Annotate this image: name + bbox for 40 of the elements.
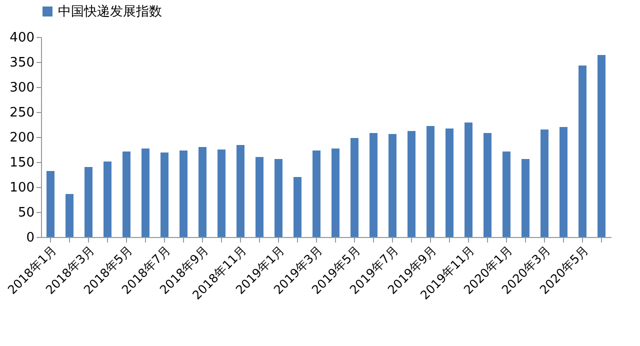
bar (294, 177, 302, 237)
bar (540, 130, 548, 237)
bar (598, 55, 606, 237)
y-tick-label: 350 (10, 56, 34, 70)
bar (522, 159, 530, 237)
bar (142, 148, 150, 237)
bar (218, 150, 226, 237)
bar (484, 133, 492, 237)
bar (312, 150, 320, 237)
bar (388, 134, 396, 237)
bar (332, 148, 340, 237)
y-tick-label: 200 (10, 130, 34, 146)
bar (560, 127, 568, 237)
bar (104, 162, 112, 237)
y-tick-label: 0 (26, 230, 34, 246)
y-tick-label: 50 (18, 206, 34, 220)
bar (350, 138, 358, 237)
y-tick-label: 250 (10, 106, 34, 120)
bar (46, 171, 54, 237)
bar (502, 152, 510, 237)
bar (578, 66, 586, 237)
bar (180, 150, 188, 237)
bar (426, 126, 434, 237)
bar (236, 145, 244, 237)
bar (408, 131, 416, 237)
bar (464, 122, 472, 237)
y-tick-label: 100 (10, 180, 34, 196)
bar (370, 133, 378, 237)
y-tick-label: 300 (10, 80, 34, 96)
bar (446, 128, 454, 237)
bar (198, 147, 206, 237)
legend-label: 中国快递发展指数 (58, 4, 162, 20)
bar (66, 194, 74, 237)
y-tick-label: 150 (10, 156, 34, 170)
bar (256, 157, 264, 237)
bar (122, 152, 130, 237)
y-tick-label: 400 (10, 30, 34, 46)
bar (274, 159, 282, 237)
bar (160, 152, 168, 237)
bar (84, 167, 92, 237)
